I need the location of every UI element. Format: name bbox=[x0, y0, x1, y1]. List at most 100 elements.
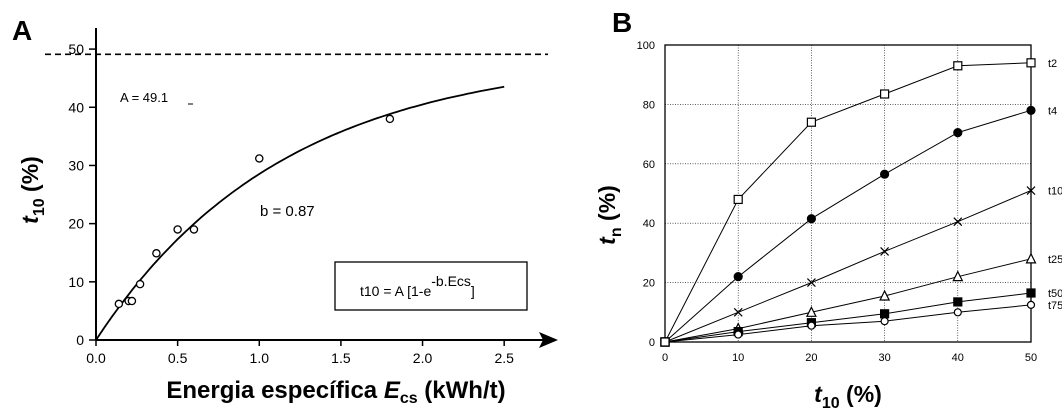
panel-b-series-line bbox=[664, 258, 1032, 343]
panel-b-series-label: t50 bbox=[1048, 288, 1062, 300]
panel-a-fit-curve bbox=[95, 85, 505, 341]
panel-a-x-tick-label: 2.0 bbox=[413, 350, 433, 366]
panel-b-x-tick-label: 0 bbox=[662, 352, 668, 364]
panel-a-x-tick-label: 0.0 bbox=[86, 350, 106, 366]
panel-b-data-point bbox=[879, 289, 891, 301]
panel-b-series-t4: t4 bbox=[660, 105, 1057, 347]
panel-b-data-point bbox=[733, 194, 743, 205]
panel-b-data-point bbox=[1026, 58, 1036, 68]
panel-a-data-point bbox=[385, 114, 395, 124]
panel-b-data-point bbox=[879, 89, 890, 99]
panel-b-data-point bbox=[953, 297, 963, 307]
panel-b-data-point bbox=[953, 128, 963, 138]
panel-a-annotation-b: b = 0.87 bbox=[260, 203, 315, 220]
panel-b-data-point bbox=[806, 214, 817, 224]
panel-b-x-axis-label: t10 (%) bbox=[814, 381, 882, 410]
panel-b-y-tick-label: 40 bbox=[643, 218, 655, 230]
panel-b-plot-frame bbox=[664, 44, 1032, 343]
panel-b-data-point bbox=[733, 272, 743, 282]
panel-b-data-point bbox=[807, 321, 816, 330]
formula-right: ] bbox=[471, 283, 475, 299]
panel-b-data-point bbox=[805, 305, 817, 317]
panel-b-data-point bbox=[1026, 300, 1036, 309]
panel-a-x-axis-arrow bbox=[539, 332, 558, 348]
panel-b-data-point bbox=[879, 169, 890, 179]
panel-a-formula: t10 = A [1-e-b.Ecs] bbox=[360, 273, 475, 299]
panel-b-data-point bbox=[1025, 252, 1037, 264]
panel-b-series-label: t10 bbox=[1048, 186, 1062, 198]
panel-b-data-point bbox=[953, 61, 963, 71]
panel-b-series-label: t4 bbox=[1048, 105, 1057, 117]
panel-b-x-tick-label: 50 bbox=[1025, 352, 1037, 364]
panel-b-x-tick-label: 40 bbox=[952, 352, 964, 364]
panel-b-y-axis-label: tn (%) bbox=[594, 185, 625, 245]
panel-a-y-axis-label: t10 (%) bbox=[17, 156, 48, 224]
panel-b-data-point bbox=[1026, 186, 1036, 195]
panel-b-y-ticks: 0 20 40 60 80 100 bbox=[637, 40, 655, 349]
panel-b-series-line bbox=[664, 62, 1032, 343]
panel-b-x-tick-label: 30 bbox=[878, 352, 890, 364]
panel-a-y-tick-label: 50 bbox=[68, 41, 84, 57]
panel-b-y-tick-label: 60 bbox=[643, 159, 655, 171]
panel-b-series-t50: t50 bbox=[660, 288, 1062, 347]
panel-a-y-tick-label: 0 bbox=[76, 332, 84, 348]
panel-b-series-label: t2 bbox=[1048, 58, 1057, 70]
panel-b-series-t25: t25 bbox=[660, 252, 1062, 347]
panel-b-data-point bbox=[953, 217, 963, 227]
panel-a-formula-box bbox=[334, 261, 528, 311]
panel-b-data-point bbox=[660, 337, 670, 347]
panel-b-series-line bbox=[664, 109, 1032, 343]
panel-a-y-ticks: 0 10 20 30 40 50 bbox=[68, 41, 96, 348]
panel-b-data-point bbox=[806, 117, 817, 127]
panel-a-x-ticks: 0.0 0.5 1.0 1.5 2.0 2.5 bbox=[86, 340, 514, 366]
panel-a-annotation-a: A = 49.1 bbox=[120, 90, 168, 105]
panel-a-x-axis-label: Energia específica Ecs (kWh/t) bbox=[166, 377, 505, 407]
panel-a: A 0 10 20 30 40 50 0.0 0.5 1.0 1.5 2.0 2.5 A = 49.… bbox=[12, 15, 558, 407]
panel-b-data-point bbox=[880, 246, 890, 256]
panel-b-x-tick-label: 20 bbox=[805, 352, 817, 364]
panel-b-data-point bbox=[734, 330, 743, 339]
panel-b-series-line bbox=[664, 292, 1032, 343]
panel-a-data-point bbox=[255, 154, 264, 163]
panel-b-y-tick-label: 0 bbox=[649, 337, 655, 349]
panel-a-x-tick-label: 1.5 bbox=[331, 350, 351, 366]
panel-a-x-tick-label: 0.5 bbox=[168, 350, 188, 366]
panel-a-y-tick-label: 20 bbox=[68, 216, 84, 232]
panel-b-series-t75: t75 bbox=[660, 300, 1062, 347]
panel-b-y-tick-label: 80 bbox=[643, 99, 655, 111]
panel-b-series-line bbox=[664, 190, 1032, 343]
panel-b-data-point bbox=[806, 278, 816, 288]
panel-b-x-ticks: 0 10 20 30 40 50 bbox=[662, 352, 1037, 364]
panel-a-data-points bbox=[114, 114, 395, 309]
panel-b-data-point bbox=[953, 308, 962, 317]
panel-a-y-tick-label: 10 bbox=[68, 274, 84, 290]
formula-exponent: -b.Ecs bbox=[431, 273, 471, 289]
panel-b-data-point bbox=[1026, 105, 1036, 115]
panel-a-data-point bbox=[114, 299, 124, 309]
panel-b-x-tick-label: 10 bbox=[732, 352, 744, 364]
panel-b-series-t2: t2 bbox=[660, 58, 1057, 347]
panel-b-y-tick-label: 20 bbox=[643, 278, 655, 290]
panel-a-data-point bbox=[135, 279, 145, 289]
panel-b-data-point bbox=[952, 270, 964, 282]
panel-b-series-label: t25 bbox=[1048, 254, 1062, 266]
panel-b-label: B bbox=[612, 7, 632, 38]
panel-a-data-point bbox=[127, 296, 137, 306]
panel-a-label: A bbox=[12, 15, 32, 46]
panel-b-data-point bbox=[879, 309, 890, 319]
panel-b-data-point bbox=[880, 317, 889, 326]
panel-b-series-label: t75 bbox=[1048, 300, 1062, 312]
panel-a-data-point bbox=[173, 225, 182, 234]
panel-b-series-line bbox=[664, 304, 1032, 343]
panel-a-data-point bbox=[152, 249, 161, 258]
panel-a-y-tick-label: 30 bbox=[68, 157, 84, 173]
panel-b-y-tick-label: 100 bbox=[637, 40, 655, 52]
panel-b-data-point bbox=[1026, 288, 1036, 298]
panel-b: B 0 20 40 60 80 100 0 10 20 30 40 50 t2 t4 t10 t25 t50… bbox=[594, 7, 1062, 412]
panel-b-grid bbox=[664, 44, 1032, 343]
panel-a-x-tick-label: 2.5 bbox=[494, 350, 514, 366]
panel-a-y-tick-label: 40 bbox=[68, 99, 84, 115]
